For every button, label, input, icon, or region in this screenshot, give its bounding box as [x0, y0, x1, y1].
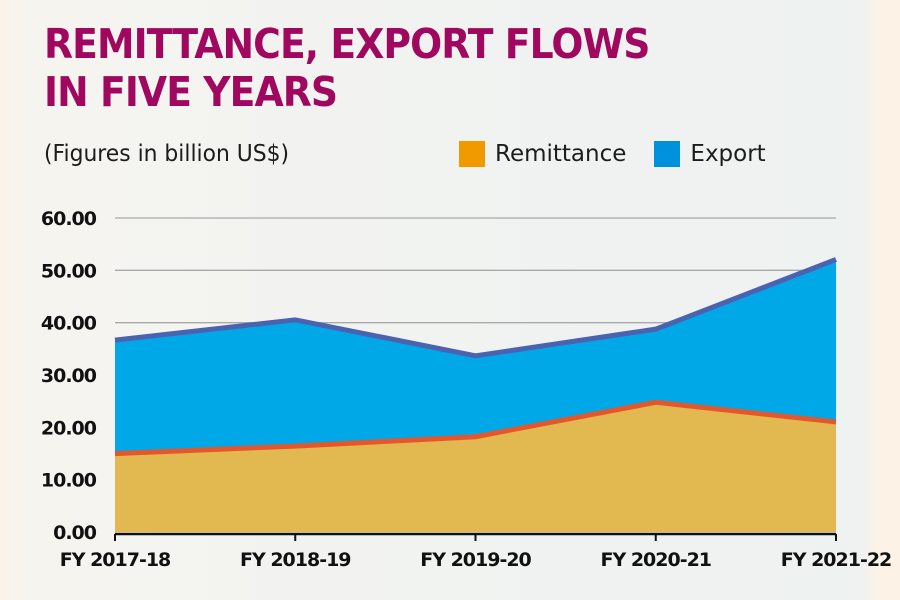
- x-tick-label: FY 2020-21: [600, 549, 711, 571]
- chart-subtitle: (Figures in billion US$): [44, 141, 290, 167]
- y-tick-label: 40.00: [41, 313, 97, 335]
- x-tick-label: FY 2017-18: [60, 549, 171, 571]
- legend-item-remittance: Remittance: [459, 141, 626, 167]
- legend-label-remittance: Remittance: [495, 141, 627, 167]
- x-axis: FY 2017-18 FY 2018-19 FY 2019-20 FY 2020-21…: [60, 532, 892, 571]
- x-tick-label: FY 2021-22: [781, 549, 892, 571]
- chart-title: REMITTANCE, EXPORT FLOWS IN FIVE YEARS: [44, 20, 650, 116]
- legend-swatch-export: [654, 141, 681, 167]
- plot-areas: [114, 257, 837, 532]
- y-tick-label: 10.00: [41, 470, 97, 492]
- y-tick-label: 60.00: [41, 208, 97, 230]
- y-axis: 0.00 10.00 20.00 30.00 40.00 50.00 60.00: [41, 208, 98, 544]
- legend-swatch-remittance: [459, 141, 485, 167]
- chart-title-line-1: REMITTANCE, EXPORT FLOWS: [44, 20, 650, 68]
- legend-item-export: Export: [654, 141, 766, 167]
- y-tick-label: 50.00: [41, 260, 97, 282]
- legend-label-export: Export: [690, 141, 766, 167]
- x-tick-label: FY 2018-19: [240, 549, 351, 571]
- chart-title-line-2: IN FIVE YEARS: [44, 68, 338, 116]
- y-tick-label: 30.00: [41, 365, 97, 387]
- x-tick-label: FY 2019-20: [420, 549, 531, 571]
- y-tick-label: 0.00: [53, 522, 97, 544]
- area-remittance: [115, 402, 836, 532]
- y-tick-label: 20.00: [41, 417, 97, 439]
- legend: Remittance Export: [459, 141, 794, 167]
